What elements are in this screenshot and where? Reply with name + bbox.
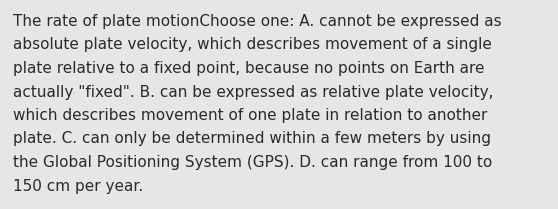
Text: which describes movement of one plate in relation to another: which describes movement of one plate in… [13,108,487,123]
Text: the Global Positioning System (GPS). D. can range from 100 to: the Global Positioning System (GPS). D. … [13,155,492,170]
Text: plate. C. can only be determined within a few meters by using: plate. C. can only be determined within … [13,131,491,147]
Text: actually "fixed". B. can be expressed as relative plate velocity,: actually "fixed". B. can be expressed as… [13,84,493,99]
Text: absolute plate velocity, which describes movement of a single: absolute plate velocity, which describes… [13,37,492,52]
Text: The rate of plate motionChoose one: A. cannot be expressed as: The rate of plate motionChoose one: A. c… [13,14,502,29]
Text: plate relative to a fixed point, because no points on Earth are: plate relative to a fixed point, because… [13,61,484,76]
Text: 150 cm per year.: 150 cm per year. [13,178,143,194]
